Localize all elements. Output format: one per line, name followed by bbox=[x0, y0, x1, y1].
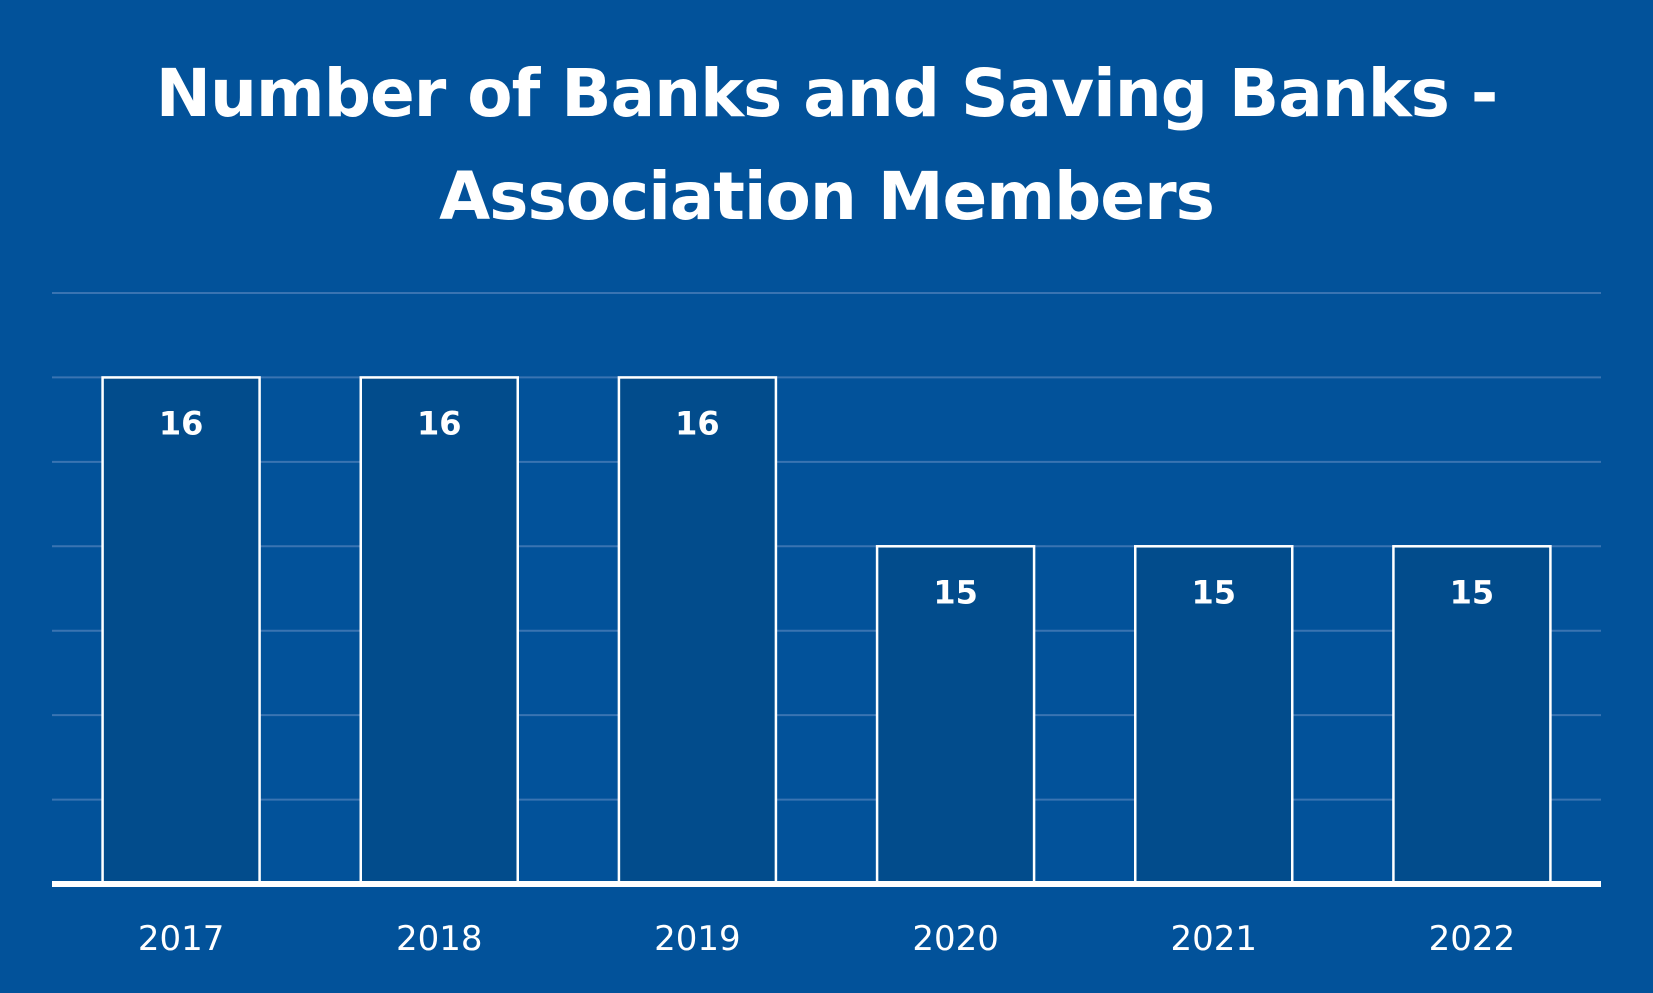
x-tick-label-2017: 2017 bbox=[138, 919, 225, 959]
bar-2017 bbox=[101, 376, 261, 886]
chart-title-line-1: Number of Banks and Saving Banks - bbox=[155, 55, 1499, 132]
bar-2018 bbox=[359, 376, 519, 886]
data-label-2019: 16 bbox=[675, 404, 720, 442]
x-tick-label-2021: 2021 bbox=[1170, 919, 1257, 959]
x-tick-label-2020: 2020 bbox=[912, 919, 999, 959]
chart-title: Number of Banks and Saving Banks - Assoc… bbox=[0, 42, 1653, 248]
x-axis-tick-labels: 2017 2018 2019 2020 2021 2022 bbox=[138, 919, 1515, 959]
data-labels: 16 16 16 15 15 15 bbox=[159, 404, 1494, 611]
data-label-2021: 15 bbox=[1191, 573, 1236, 611]
bar-2021 bbox=[1134, 545, 1294, 886]
x-tick-label-2022: 2022 bbox=[1429, 919, 1516, 959]
data-label-2020: 15 bbox=[933, 573, 978, 611]
x-tick-label-2019: 2019 bbox=[654, 919, 741, 959]
bar-2019 bbox=[617, 376, 778, 886]
bars bbox=[101, 376, 1552, 886]
gridlines bbox=[52, 292, 1601, 801]
chart-title-line-2: Association Members bbox=[439, 158, 1215, 235]
x-tick-label-2018: 2018 bbox=[396, 919, 483, 959]
data-label-2022: 15 bbox=[1450, 573, 1495, 611]
data-label-2017: 16 bbox=[159, 404, 204, 442]
data-label-2018: 16 bbox=[417, 404, 462, 442]
